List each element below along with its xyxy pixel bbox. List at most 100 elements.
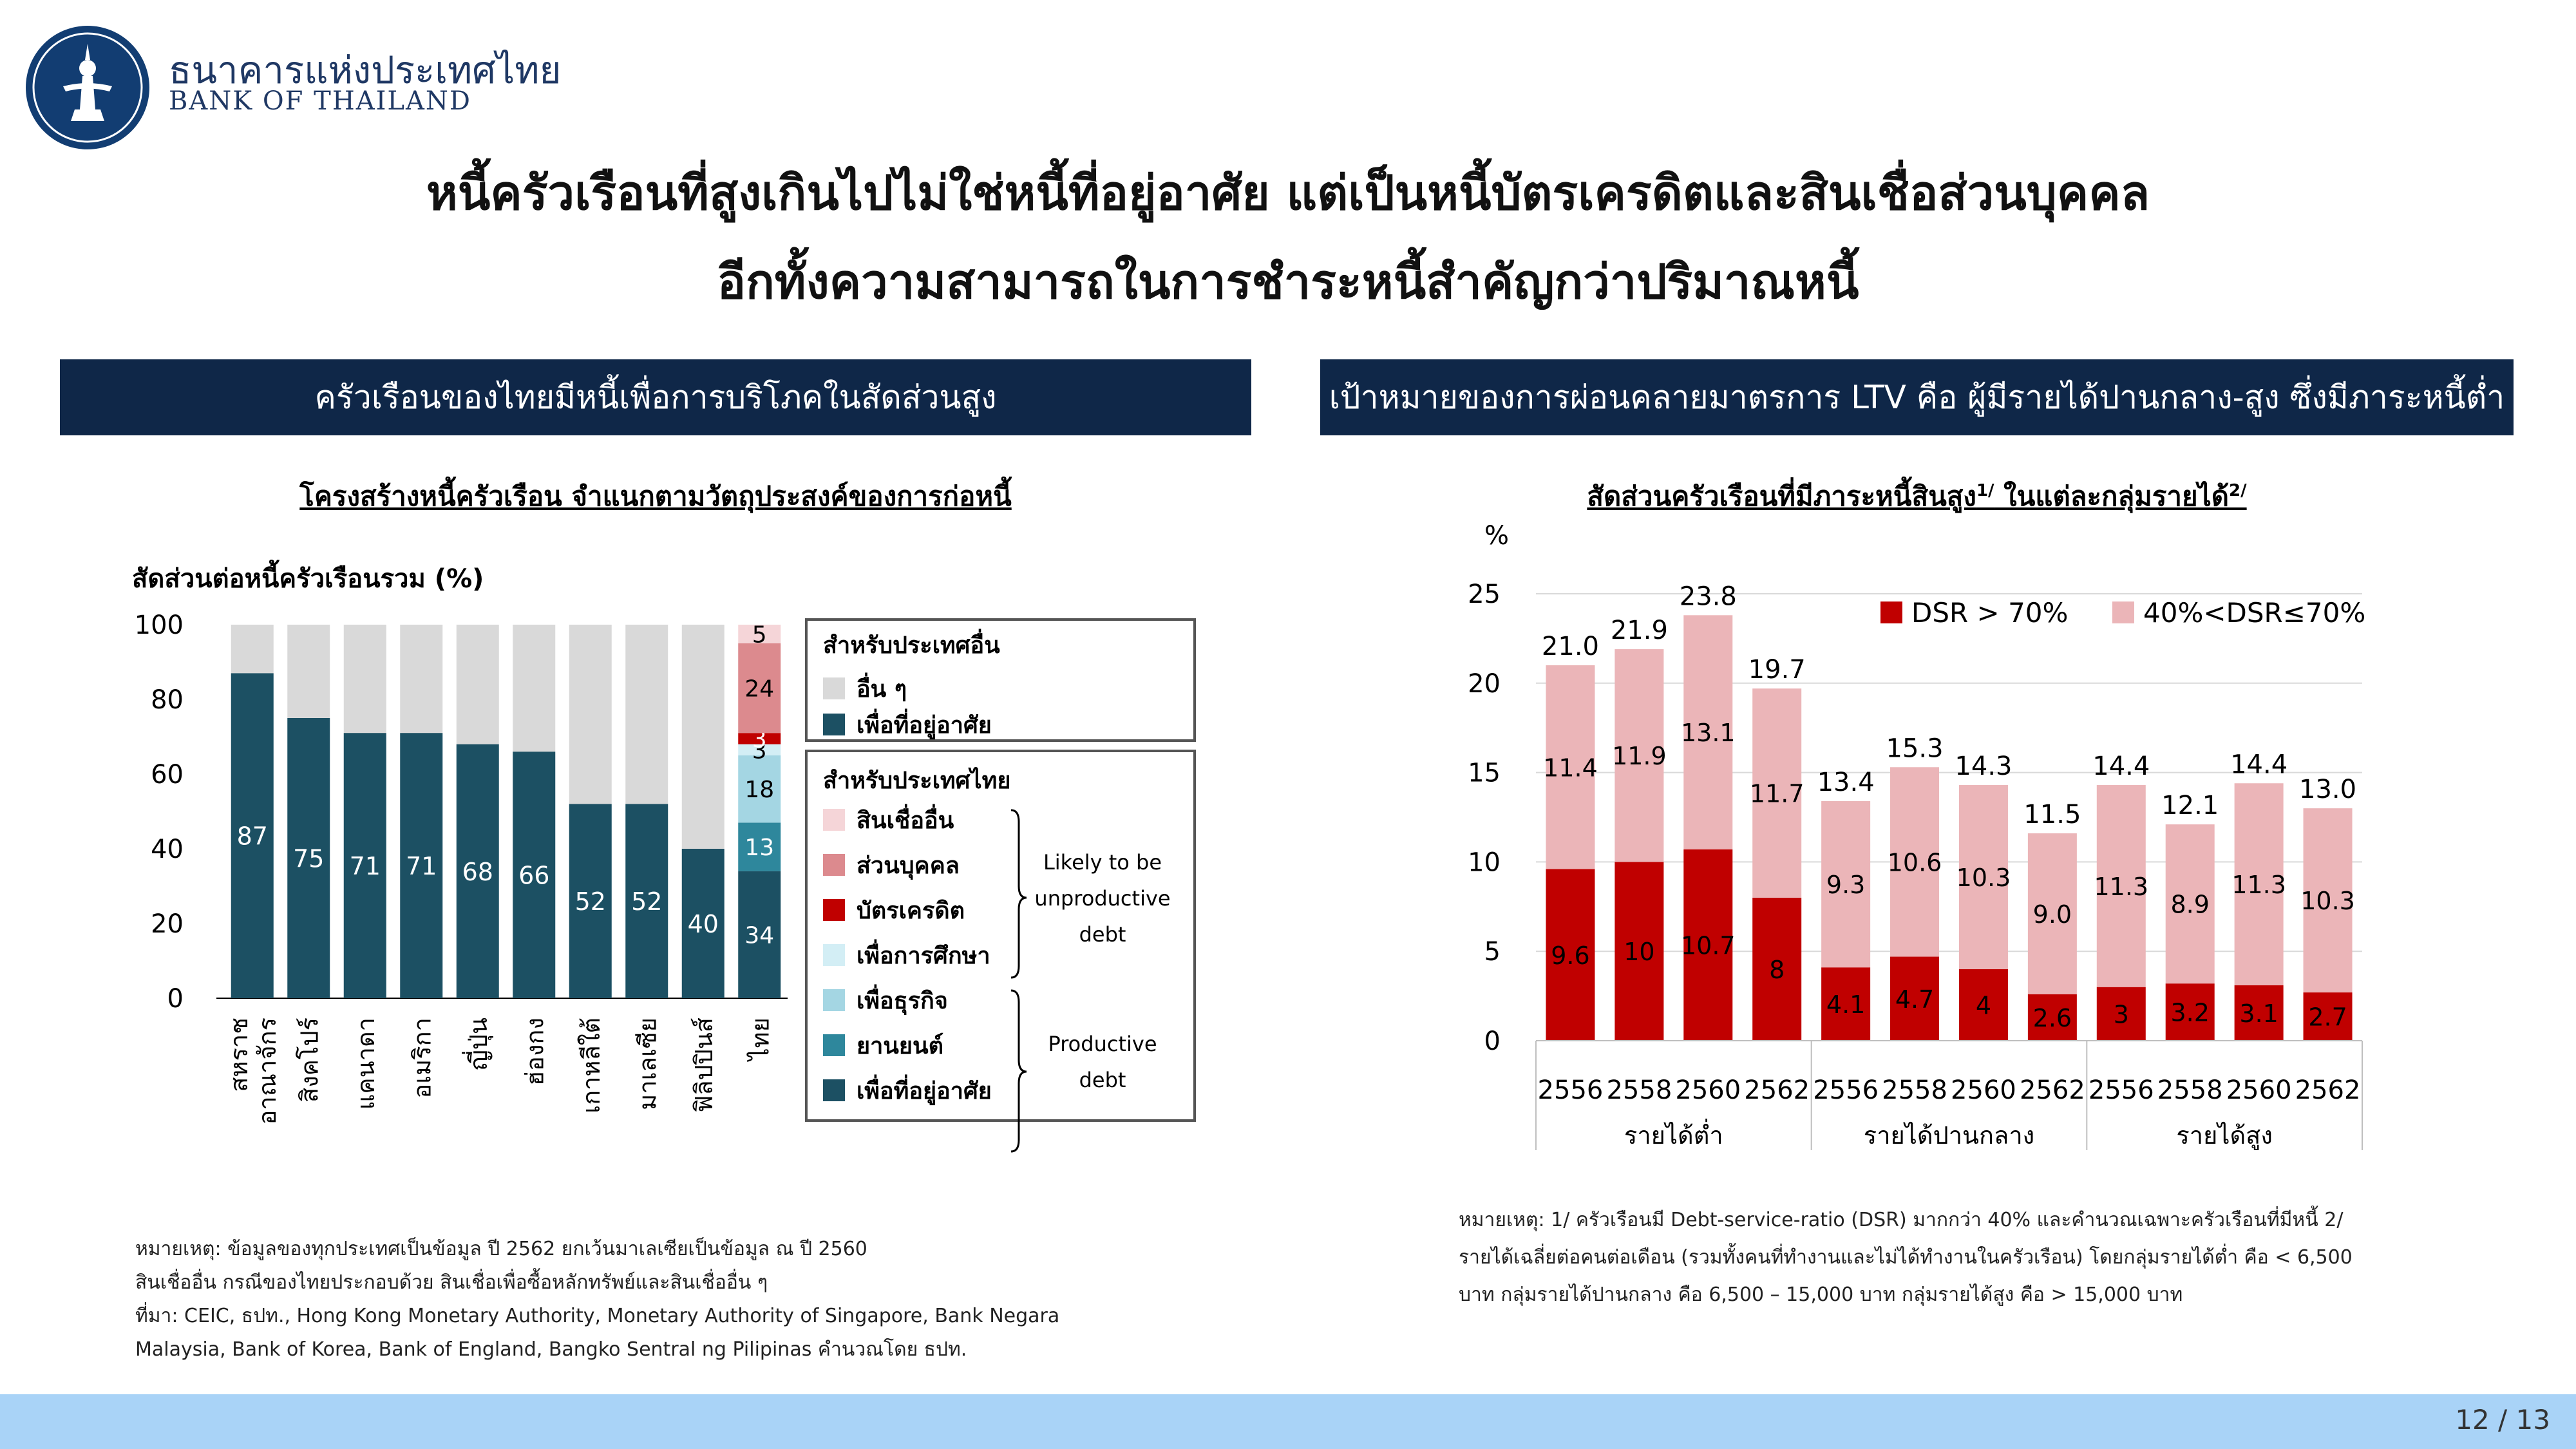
x-tick-label: 2562 bbox=[1744, 1075, 1810, 1105]
legend-swatch-dsr-40-70 bbox=[2112, 601, 2134, 623]
category-label: แคนาดา bbox=[352, 1018, 380, 1110]
y-tick-label: 0 bbox=[1484, 1027, 1501, 1056]
bar-value-label: 71 bbox=[406, 852, 437, 880]
bar-housing bbox=[513, 752, 556, 998]
category-label: อเมริกา bbox=[408, 1018, 436, 1099]
legend-label-dsr-over-70: DSR > 70% bbox=[1911, 597, 2068, 629]
bar-dsr-over-70 bbox=[1890, 956, 1940, 1041]
thai-value-label: 18 bbox=[744, 777, 774, 803]
legend-thai-box bbox=[805, 750, 1196, 1122]
bar-value-label: 68 bbox=[462, 858, 493, 886]
bar-dsr-over-70 bbox=[1752, 897, 1802, 1041]
bar-dsr-40-70 bbox=[1890, 767, 1940, 957]
y-tick-label: 40 bbox=[151, 835, 184, 864]
category-label: ไทย bbox=[746, 1018, 774, 1062]
value-label-dsr-40-70: 10.6 bbox=[1888, 848, 1942, 876]
bar-dsr-over-70 bbox=[1958, 969, 2008, 1041]
bar-dsr-40-70 bbox=[1615, 649, 1664, 862]
bracket-unproductive bbox=[1010, 809, 1027, 979]
thai-segment bbox=[738, 744, 781, 755]
group-label-productive: Productive bbox=[1048, 1032, 1157, 1056]
value-label-dsr-over-70: 4.1 bbox=[1826, 990, 1865, 1019]
right-notes: หมายเหตุ: 1/ ครัวเรือนมี Debt-service-ra… bbox=[1459, 1202, 2553, 1314]
bar-dsr-40-70 bbox=[2165, 824, 2215, 984]
value-label-dsr-40-70: 11.3 bbox=[2231, 871, 2286, 899]
left-panel-banner: ครัวเรือนของไทยมีหนี้เพื่อการบริโภคในสัด… bbox=[60, 359, 1251, 435]
category-label: ฟิลิปปินส์ bbox=[690, 1018, 718, 1113]
bar-housing bbox=[625, 804, 668, 998]
bar-dsr-over-70 bbox=[2234, 985, 2284, 1041]
y-tick-label: 0 bbox=[167, 984, 184, 1014]
bar-dsr-40-70 bbox=[2303, 808, 2353, 993]
group-label-unproductive: debt bbox=[1079, 922, 1126, 947]
group-label-productive: debt bbox=[1079, 1068, 1126, 1092]
group-label: รายได้สูง bbox=[2176, 1121, 2273, 1150]
high-debt-burden-chart: % 0 5 10 15 20 25 9.6 11.4 21.0 2556 10 11.9 21.9 2558… bbox=[1468, 521, 2365, 1150]
right-note-line3: บาท กลุ่มรายได้ปานกลาง คือ 6,500 – 15,00… bbox=[1459, 1283, 2183, 1306]
legend-swatch bbox=[823, 1034, 845, 1056]
bar-dsr-40-70 bbox=[2027, 833, 2077, 994]
y-tick-label: 20 bbox=[1468, 669, 1501, 699]
legend-label: เพื่อที่อยู่อาศัย bbox=[857, 708, 992, 740]
bar-value-label: 40 bbox=[688, 910, 719, 938]
total-label: 23.8 bbox=[1680, 582, 1737, 611]
y-tick-label: 60 bbox=[151, 760, 184, 790]
bar-housing bbox=[681, 849, 724, 998]
thai-segment bbox=[738, 755, 781, 823]
bar-dsr-over-70 bbox=[2303, 992, 2353, 1041]
category-label: มาเลเซีย bbox=[633, 1018, 661, 1110]
legend-label: ยานยนต์ bbox=[857, 1032, 943, 1059]
bar-housing bbox=[456, 744, 499, 998]
thai-value-label: 13 bbox=[744, 835, 774, 861]
bar-dsr-over-70 bbox=[2096, 987, 2146, 1041]
value-label-dsr-over-70: 2.7 bbox=[2308, 1003, 2347, 1032]
total-label: 21.9 bbox=[1611, 616, 1668, 645]
bar-value-label: 66 bbox=[518, 862, 549, 890]
bar-housing bbox=[231, 673, 274, 998]
value-label-dsr-over-70: 9.6 bbox=[1551, 942, 1589, 970]
value-label-dsr-over-70: 4.7 bbox=[1895, 985, 1934, 1014]
bar-value-label: 71 bbox=[350, 852, 381, 880]
legend-label: เพื่อที่อยู่อาศัย bbox=[857, 1074, 992, 1106]
bank-name-th: ธนาคารแห่งประเทศไทย bbox=[169, 48, 562, 92]
total-label: 11.5 bbox=[2023, 800, 2081, 829]
legend-label: สินเชื่ออื่น bbox=[857, 804, 954, 834]
total-label: 14.3 bbox=[1955, 752, 2012, 781]
thai-segment bbox=[738, 625, 781, 643]
total-label: 14.4 bbox=[2230, 750, 2287, 779]
value-label-dsr-40-70: 9.3 bbox=[1826, 871, 1865, 899]
left-notes: หมายเหตุ: ข้อมูลของทุกประเทศเป็นข้อมูล ป… bbox=[135, 1233, 1262, 1367]
left-note-line4: Malaysia, Bank of Korea, Bank of England… bbox=[135, 1338, 967, 1361]
bar-dsr-over-70 bbox=[2165, 983, 2215, 1041]
thai-value-label: 34 bbox=[744, 922, 774, 949]
value-label-dsr-40-70: 11.9 bbox=[1612, 742, 1667, 770]
legend-swatch bbox=[823, 809, 845, 831]
x-tick-label: 2556 bbox=[1813, 1075, 1879, 1105]
left-note-line2: สินเชื่ออื่น กรณีของไทยประกอบด้วย สินเชื… bbox=[135, 1271, 768, 1294]
bar-dsr-over-70 bbox=[2027, 994, 2077, 1041]
bar-other bbox=[287, 625, 330, 718]
value-label-dsr-over-70: 8 bbox=[1769, 956, 1785, 984]
page-number: 12 / 13 bbox=[2455, 1404, 2550, 1435]
legend-swatch bbox=[823, 899, 845, 921]
bar-dsr-40-70 bbox=[1821, 801, 1871, 968]
x-tick-label: 2560 bbox=[2226, 1075, 2292, 1105]
bar-other bbox=[343, 625, 386, 734]
legend-swatch bbox=[823, 677, 845, 699]
subtitle-sup2: 2/ bbox=[2229, 481, 2247, 500]
bracket-productive bbox=[1010, 989, 1027, 1153]
category-label: สหราช bbox=[225, 1018, 253, 1092]
bar-dsr-40-70 bbox=[1752, 688, 1802, 898]
subtitle-sup1: 1/ bbox=[1976, 481, 1994, 500]
total-label: 13.4 bbox=[1817, 768, 1875, 797]
bank-name-en: BANK OF THAILAND bbox=[169, 86, 471, 116]
thai-segment bbox=[738, 871, 781, 998]
legend-label: เพื่อธุรกิจ bbox=[857, 984, 948, 1016]
x-tick-label: 2558 bbox=[2157, 1075, 2223, 1105]
category-label: ฮ่องกง bbox=[520, 1018, 549, 1086]
legend-label-dsr-40-70: 40%<DSR≤70% bbox=[2143, 597, 2365, 629]
x-tick-label: 2556 bbox=[1538, 1075, 1604, 1105]
bar-other bbox=[456, 625, 499, 744]
total-label: 12.1 bbox=[2161, 791, 2219, 820]
bar-housing bbox=[400, 733, 443, 998]
